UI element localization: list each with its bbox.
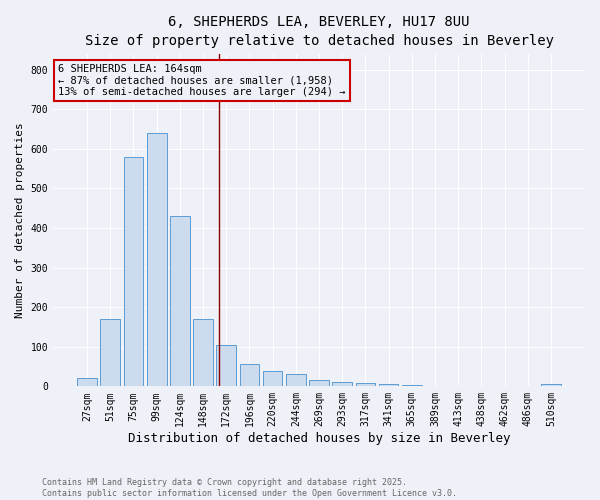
- Bar: [286, 374, 305, 386]
- Bar: [356, 383, 375, 386]
- Bar: [100, 319, 120, 386]
- Bar: [309, 380, 329, 386]
- Bar: [217, 345, 236, 387]
- Bar: [402, 385, 422, 386]
- Bar: [170, 216, 190, 386]
- Text: Contains HM Land Registry data © Crown copyright and database right 2025.
Contai: Contains HM Land Registry data © Crown c…: [42, 478, 457, 498]
- Bar: [147, 133, 167, 386]
- Bar: [379, 384, 398, 386]
- Bar: [332, 382, 352, 386]
- Text: 6 SHEPHERDS LEA: 164sqm
← 87% of detached houses are smaller (1,958)
13% of semi: 6 SHEPHERDS LEA: 164sqm ← 87% of detache…: [58, 64, 346, 97]
- Bar: [263, 370, 283, 386]
- Y-axis label: Number of detached properties: Number of detached properties: [15, 122, 25, 318]
- Bar: [193, 319, 213, 386]
- Title: 6, SHEPHERDS LEA, BEVERLEY, HU17 8UU
Size of property relative to detached house: 6, SHEPHERDS LEA, BEVERLEY, HU17 8UU Siz…: [85, 15, 554, 48]
- Bar: [239, 364, 259, 386]
- Bar: [541, 384, 561, 386]
- X-axis label: Distribution of detached houses by size in Beverley: Distribution of detached houses by size …: [128, 432, 510, 445]
- Bar: [77, 378, 97, 386]
- Bar: [124, 157, 143, 386]
